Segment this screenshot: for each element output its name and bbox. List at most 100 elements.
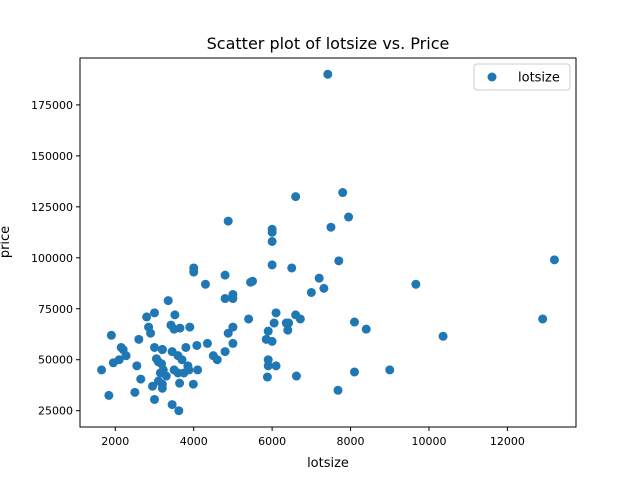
data-point bbox=[334, 256, 344, 266]
data-point bbox=[349, 367, 359, 377]
data-point bbox=[184, 365, 194, 375]
data-point bbox=[146, 328, 156, 338]
data-point bbox=[212, 355, 222, 365]
data-point bbox=[361, 324, 371, 334]
data-point bbox=[106, 330, 116, 340]
data-point bbox=[291, 371, 301, 381]
data-point bbox=[306, 287, 316, 297]
data-point bbox=[220, 270, 230, 280]
data-point bbox=[326, 222, 336, 232]
legend-marker bbox=[487, 72, 497, 82]
x-axis-ticks: 2000 4000 6000 8000 10000 12000 bbox=[101, 427, 525, 448]
data-point bbox=[284, 318, 294, 328]
chart-title: Scatter plot of lotsize vs. Price bbox=[207, 34, 450, 53]
data-point bbox=[114, 355, 124, 365]
y-tick-label: 150000 bbox=[31, 150, 73, 163]
data-point bbox=[269, 318, 279, 328]
scatter-points bbox=[97, 69, 559, 416]
data-point bbox=[185, 322, 195, 332]
data-point bbox=[267, 236, 277, 246]
data-point bbox=[267, 224, 277, 234]
data-point bbox=[150, 308, 159, 318]
data-point bbox=[142, 312, 152, 322]
legend[interactable]: lotsize bbox=[473, 63, 571, 91]
y-tick-label: 50000 bbox=[38, 354, 73, 367]
data-point bbox=[121, 351, 131, 361]
data-point bbox=[271, 308, 281, 318]
data-point bbox=[223, 328, 233, 338]
data-point bbox=[134, 334, 144, 344]
data-point bbox=[188, 379, 198, 389]
data-point bbox=[174, 406, 184, 416]
x-tick-label: 10000 bbox=[411, 435, 446, 448]
data-point bbox=[223, 216, 233, 226]
data-point bbox=[283, 325, 293, 335]
data-point bbox=[175, 323, 185, 333]
data-point bbox=[132, 361, 142, 371]
data-point bbox=[192, 340, 202, 350]
y-tick-label: 25000 bbox=[38, 405, 73, 418]
x-axis-label: lotsize bbox=[307, 456, 349, 471]
data-point bbox=[323, 69, 333, 79]
data-point bbox=[228, 322, 238, 332]
data-point bbox=[148, 381, 158, 391]
data-point bbox=[163, 296, 173, 306]
data-point bbox=[167, 400, 177, 410]
legend-label: lotsize bbox=[518, 71, 560, 86]
data-point bbox=[170, 310, 180, 320]
data-point bbox=[338, 188, 348, 198]
data-point bbox=[177, 355, 187, 365]
data-point bbox=[189, 263, 199, 273]
x-tick-label: 6000 bbox=[258, 435, 286, 448]
data-point bbox=[319, 283, 329, 293]
data-point bbox=[267, 336, 277, 346]
data-point bbox=[549, 255, 559, 265]
y-axis-ticks: 25000 50000 75000 100000 125000 150000 175000 bbox=[31, 99, 80, 418]
x-tick-label: 2000 bbox=[101, 435, 129, 448]
y-tick-label: 100000 bbox=[31, 252, 73, 265]
data-point bbox=[267, 260, 277, 270]
data-point bbox=[104, 390, 114, 400]
data-point bbox=[202, 338, 212, 348]
y-tick-label: 175000 bbox=[31, 99, 73, 112]
x-tick-label: 8000 bbox=[337, 435, 365, 448]
data-point bbox=[193, 365, 203, 375]
data-point bbox=[228, 289, 238, 299]
data-point bbox=[295, 314, 305, 324]
data-point bbox=[161, 371, 171, 381]
data-point bbox=[157, 345, 167, 355]
data-point bbox=[150, 342, 159, 352]
data-point bbox=[538, 314, 548, 324]
data-point bbox=[438, 331, 448, 341]
x-tick-label: 12000 bbox=[490, 435, 525, 448]
data-point bbox=[130, 387, 140, 397]
data-point bbox=[291, 192, 301, 202]
x-tick-label: 4000 bbox=[180, 435, 208, 448]
data-point bbox=[200, 279, 210, 289]
data-point bbox=[181, 342, 191, 352]
data-point bbox=[136, 374, 146, 384]
data-point bbox=[271, 361, 281, 371]
data-point bbox=[385, 365, 395, 375]
legend-box bbox=[473, 63, 571, 91]
data-point bbox=[228, 338, 238, 348]
data-point bbox=[150, 394, 159, 404]
data-point bbox=[262, 372, 272, 382]
data-point bbox=[314, 273, 324, 283]
data-point bbox=[175, 378, 185, 388]
data-point bbox=[248, 276, 258, 286]
data-point bbox=[263, 361, 273, 371]
y-axis-label: price bbox=[0, 226, 13, 258]
y-tick-label: 75000 bbox=[38, 303, 73, 316]
y-tick-label: 125000 bbox=[31, 201, 73, 214]
axes-frame bbox=[79, 57, 577, 428]
data-point bbox=[263, 326, 273, 336]
data-point bbox=[333, 385, 343, 395]
data-point bbox=[287, 263, 297, 273]
data-point bbox=[220, 294, 230, 304]
data-point bbox=[411, 279, 421, 289]
data-point bbox=[97, 365, 107, 375]
data-point bbox=[244, 314, 254, 324]
